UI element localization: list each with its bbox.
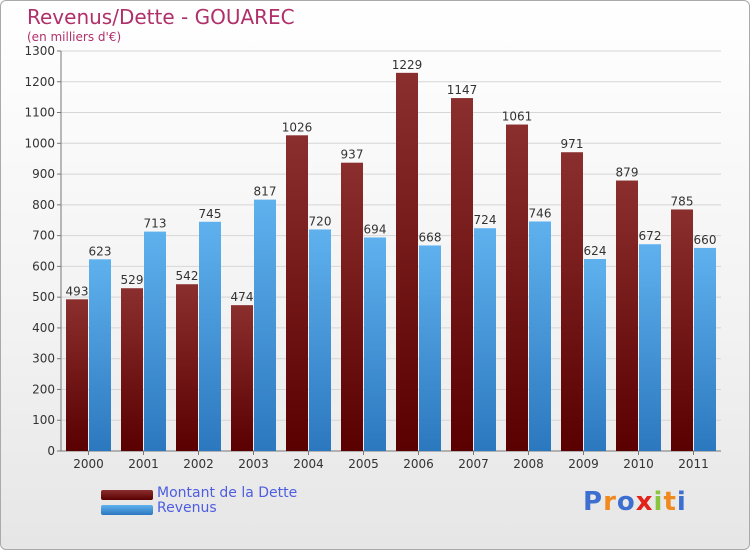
logo-letter: r <box>603 487 617 517</box>
data-label-revenus-2006: 668 <box>419 230 442 244</box>
legend-swatch-dette <box>101 490 153 500</box>
data-label-revenus-2001: 713 <box>144 217 167 231</box>
x-tick-label: 2007 <box>458 457 489 471</box>
bar-dette-2001 <box>121 288 143 451</box>
data-label-revenus-2004: 720 <box>309 214 332 228</box>
bar-revenus-2000 <box>89 259 111 451</box>
x-tick-label: 2011 <box>678 457 709 471</box>
proxiti-logo: Proxiti <box>583 487 687 517</box>
data-label-dette-2005: 937 <box>341 148 364 162</box>
data-label-revenus-2009: 624 <box>584 244 607 258</box>
logo-letter: o <box>616 487 636 517</box>
x-tick-label: 2006 <box>403 457 434 471</box>
y-tick-label: 500 <box>32 290 55 304</box>
x-tick-label: 2001 <box>128 457 159 471</box>
x-tick-label: 2009 <box>568 457 599 471</box>
y-tick-label: 300 <box>32 352 55 366</box>
bar-dette-2006 <box>396 72 418 451</box>
x-tick-label: 2008 <box>513 457 544 471</box>
x-tick-label: 2003 <box>238 457 269 471</box>
data-labels: 493 623 529 713 542 745 474 817 1026 720 937 694 122… <box>66 58 717 304</box>
y-tick-label: 800 <box>32 198 55 212</box>
chart-title: Revenus/Dette - GOUAREC <box>27 5 295 29</box>
bar-revenus-2005 <box>364 237 386 451</box>
bar-revenus-2009 <box>584 259 606 451</box>
bar-revenus-2007 <box>474 228 496 451</box>
bar-revenus-2011 <box>694 247 716 451</box>
bar-dette-2010 <box>616 180 638 452</box>
axes: 0 100 200 300 400 500 600 700 800 900 1000 1100 1200… <box>24 44 721 471</box>
data-label-revenus-2010: 672 <box>639 229 662 243</box>
x-tick-label: 2004 <box>293 457 324 471</box>
bars <box>66 72 716 452</box>
y-tick-label: 200 <box>32 382 55 396</box>
bar-dette-2007 <box>451 98 473 452</box>
data-label-revenus-2007: 724 <box>474 213 497 227</box>
bar-revenus-2003 <box>254 199 276 451</box>
y-tick-label: 1300 <box>24 44 55 58</box>
bar-revenus-2010 <box>639 244 661 451</box>
y-tick-label: 0 <box>47 444 55 458</box>
data-label-revenus-2005: 694 <box>364 222 387 236</box>
bar-dette-2003 <box>231 305 253 451</box>
logo-letter: i <box>653 487 664 517</box>
bar-revenus-2004 <box>309 229 331 451</box>
data-label-revenus-2003: 817 <box>254 185 277 199</box>
data-label-dette-2006: 1229 <box>392 58 423 72</box>
logo-letter: t <box>663 487 677 517</box>
bar-dette-2005 <box>341 162 363 451</box>
bar-revenus-2001 <box>144 231 166 451</box>
data-label-revenus-2002: 745 <box>199 207 222 221</box>
logo-letter: x <box>635 487 654 517</box>
y-tick-label: 700 <box>32 229 55 243</box>
bar-dette-2008 <box>506 124 528 452</box>
logo-letter: i <box>676 487 687 517</box>
data-label-revenus-2000: 623 <box>89 244 112 258</box>
chart-subtitle: (en milliers d'€) <box>27 30 122 44</box>
x-tick-label: 2010 <box>623 457 654 471</box>
bar-dette-2009 <box>561 152 583 451</box>
bar-dette-2000 <box>66 299 88 451</box>
data-label-dette-2000: 493 <box>66 284 89 298</box>
data-label-revenus-2008: 746 <box>529 206 552 220</box>
y-tick-label: 400 <box>32 321 55 335</box>
legend-swatch-revenus <box>101 505 153 515</box>
bar-dette-2011 <box>671 209 693 451</box>
bar-dette-2004 <box>286 135 308 452</box>
data-label-dette-2007: 1147 <box>447 83 478 97</box>
y-tick-label: 900 <box>32 167 55 181</box>
legend-label-dette: Montant de la Dette <box>157 485 298 501</box>
bar-revenus-2002 <box>199 221 221 451</box>
data-label-dette-2010: 879 <box>616 166 639 180</box>
data-label-dette-2008: 1061 <box>502 110 533 124</box>
data-label-dette-2004: 1026 <box>282 120 313 134</box>
data-label-dette-2003: 474 <box>231 290 254 304</box>
y-tick-label: 1200 <box>24 75 55 89</box>
data-label-dette-2009: 971 <box>561 137 584 151</box>
y-tick-label: 1000 <box>24 136 55 150</box>
x-tick-label: 2002 <box>183 457 214 471</box>
bar-revenus-2006 <box>419 245 441 451</box>
data-label-dette-2011: 785 <box>671 194 694 208</box>
data-label-dette-2001: 529 <box>121 273 144 287</box>
y-tick-label: 1100 <box>24 106 55 120</box>
bar-dette-2002 <box>176 284 198 451</box>
data-label-dette-2002: 542 <box>176 269 199 283</box>
y-tick-label: 100 <box>32 413 55 427</box>
x-tick-label: 2000 <box>73 457 104 471</box>
y-tick-label: 600 <box>32 259 55 273</box>
bar-revenus-2008 <box>529 221 551 451</box>
legend-label-revenus: Revenus <box>157 500 217 516</box>
data-label-revenus-2011: 660 <box>694 233 717 247</box>
logo-letter: P <box>583 487 604 517</box>
x-tick-label: 2005 <box>348 457 379 471</box>
